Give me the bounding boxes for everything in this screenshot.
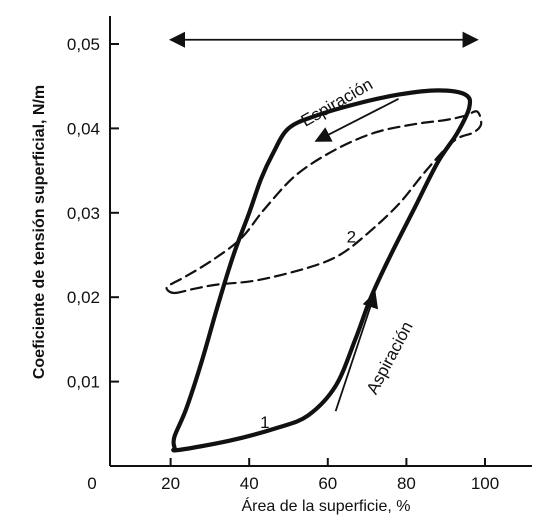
inspiration-arrow — [334, 291, 379, 412]
x-tick-label: 60 — [318, 474, 337, 493]
annotation-label-2: 2 — [347, 227, 356, 246]
y-tick-label: 0,01 — [67, 373, 100, 392]
x-tick-label: 100 — [471, 474, 499, 493]
series-2-curve — [165, 110, 483, 295]
y-tick-label: 0,05 — [67, 35, 100, 54]
x-tick-label: 0 — [87, 474, 96, 493]
x-tick-label: 20 — [161, 474, 180, 493]
series-layer — [165, 88, 483, 453]
x-axis-title: Área de la superficie, % — [242, 496, 411, 515]
expiration-arrow — [314, 98, 399, 142]
annotations-layer: 123EspiraciónAspiración — [260, 0, 417, 432]
x-ticks: 0 20 40 60 80 100 — [87, 458, 499, 493]
y-tick-label: 0,04 — [67, 119, 100, 138]
annotation-inspiration: Aspiración — [363, 318, 417, 397]
x-tick-label: 40 — [240, 474, 259, 493]
y-tick-label: 0,02 — [67, 288, 100, 307]
arrows-layer — [168, 31, 479, 412]
y-axis-title: Coeficiente de tensión superficial, N/m — [31, 85, 48, 379]
series-1-curve — [171, 88, 473, 453]
annotation-label-3: 3 — [335, 0, 344, 2]
y-tick-label: 0,03 — [67, 204, 100, 223]
annotation-label-1: 1 — [260, 413, 269, 432]
x-tick-label: 80 — [397, 474, 416, 493]
y-ticks: 0,01 0,02 0,03 0,04 0,05 — [67, 35, 119, 392]
